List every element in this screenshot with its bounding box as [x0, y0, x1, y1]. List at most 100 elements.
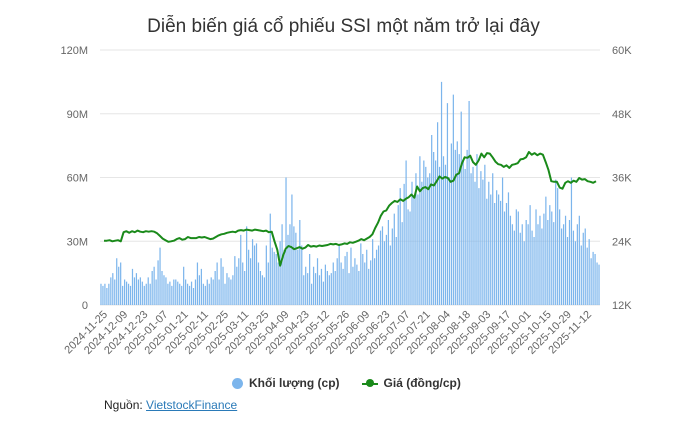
- right-tick-label: 60K: [612, 45, 632, 57]
- volume-bar: [427, 177, 429, 305]
- volume-bar: [135, 273, 138, 305]
- volume-bar: [279, 241, 281, 305]
- volume-bar: [342, 268, 344, 305]
- volume-bar: [161, 271, 163, 305]
- volume-bar: [448, 177, 451, 305]
- volume-bar: [257, 262, 260, 305]
- volume-bar: [555, 179, 557, 305]
- volume-bar: [415, 173, 417, 305]
- right-axis: 12K 24K 36K 48K 60K: [612, 45, 632, 312]
- volume-bar: [580, 245, 582, 305]
- volume-bar: [413, 196, 415, 305]
- volume-bar: [340, 262, 342, 305]
- legend-item-volume[interactable]: Khối lượng (cp): [232, 376, 340, 390]
- volume-bar: [551, 211, 553, 305]
- volume-bar: [192, 288, 195, 305]
- volume-bar: [181, 285, 183, 305]
- right-tick-label: 48K: [612, 109, 632, 121]
- volume-bar: [185, 279, 187, 305]
- volume-bar: [206, 279, 208, 305]
- volume-bar: [218, 279, 220, 305]
- source-link[interactable]: VietstockFinance: [146, 398, 238, 412]
- volume-bar: [407, 209, 409, 305]
- volume-bar: [222, 266, 224, 305]
- volume-bar: [509, 215, 512, 305]
- volume-bar: [122, 285, 124, 305]
- volume-bar: [498, 194, 500, 305]
- volume-swatch-icon: [232, 377, 243, 389]
- volume-bar: [141, 281, 143, 305]
- volume-bar: [492, 173, 494, 305]
- price-swatch-icon: [361, 378, 378, 389]
- volume-bar: [442, 156, 445, 305]
- volume-bar: [212, 279, 214, 305]
- volume-bar: [517, 211, 519, 305]
- volume-bar: [204, 285, 206, 305]
- volume-bar: [123, 279, 126, 305]
- volume-bar: [521, 224, 523, 305]
- volume-bar: [557, 188, 559, 305]
- volume-bar: [529, 205, 531, 305]
- volume-bar: [230, 279, 232, 305]
- volume-bar: [133, 277, 136, 305]
- left-axis: 0 30M 60M 90M 120M: [60, 45, 88, 312]
- volume-bar: [165, 277, 167, 305]
- volume-bar: [157, 260, 159, 305]
- volume-bar: [328, 275, 330, 305]
- volume-bar: [482, 179, 484, 305]
- volume-bar: [458, 154, 460, 305]
- volume-bar: [582, 232, 584, 305]
- volume-bar: [248, 249, 250, 305]
- volume-bar: [299, 220, 301, 305]
- volume-bar: [307, 273, 309, 305]
- legend: Khối lượng (cp) Giá (đồng/cp): [232, 376, 461, 390]
- volume-bar: [114, 279, 116, 305]
- volume-bar: [240, 234, 242, 305]
- volume-bar: [364, 262, 366, 305]
- volume-bar: [356, 264, 358, 305]
- volume-bar: [309, 254, 311, 305]
- volume-bar: [129, 285, 132, 305]
- volume-bar: [417, 194, 419, 305]
- volume-bar: [102, 285, 104, 305]
- volume-bar: [108, 283, 110, 305]
- volume-bar: [464, 169, 466, 305]
- volume-bar: [336, 258, 338, 305]
- volume-bar: [125, 281, 128, 305]
- volume-bar: [381, 226, 384, 305]
- volume-bar: [568, 220, 571, 305]
- volume-bar: [291, 194, 293, 305]
- volume-bar: [531, 230, 533, 305]
- volume-bar: [224, 283, 226, 305]
- volume-bar: [423, 160, 425, 305]
- volume-bar: [246, 226, 248, 305]
- volume-bar: [190, 281, 193, 305]
- volume-bar: [598, 264, 600, 305]
- volume-bar: [586, 247, 588, 305]
- volume-bar: [163, 275, 165, 305]
- volume-bar: [435, 160, 437, 305]
- volume-bar: [173, 279, 175, 305]
- volume-bar: [186, 283, 189, 305]
- volume-bar: [385, 234, 388, 305]
- volume-bar: [137, 279, 139, 305]
- volume-bar: [167, 283, 169, 305]
- volume-bar: [578, 215, 580, 305]
- volume-bar: [468, 101, 470, 305]
- volume-bar: [251, 239, 254, 305]
- volume-bar: [561, 228, 563, 305]
- left-tick-label: 30M: [67, 236, 88, 248]
- right-tick-label: 36K: [612, 173, 632, 185]
- price-line: [104, 151, 597, 267]
- volume-bar: [330, 273, 332, 305]
- volume-bar: [200, 268, 202, 305]
- volume-bar: [454, 149, 456, 305]
- volume-bar: [519, 232, 521, 305]
- volume-bar: [275, 254, 277, 305]
- legend-item-price[interactable]: Giá (đồng/cp): [361, 376, 461, 390]
- volume-bar: [183, 266, 185, 305]
- volume-bar: [261, 275, 264, 305]
- volume-bar: [403, 183, 405, 305]
- volume-bar: [541, 228, 543, 305]
